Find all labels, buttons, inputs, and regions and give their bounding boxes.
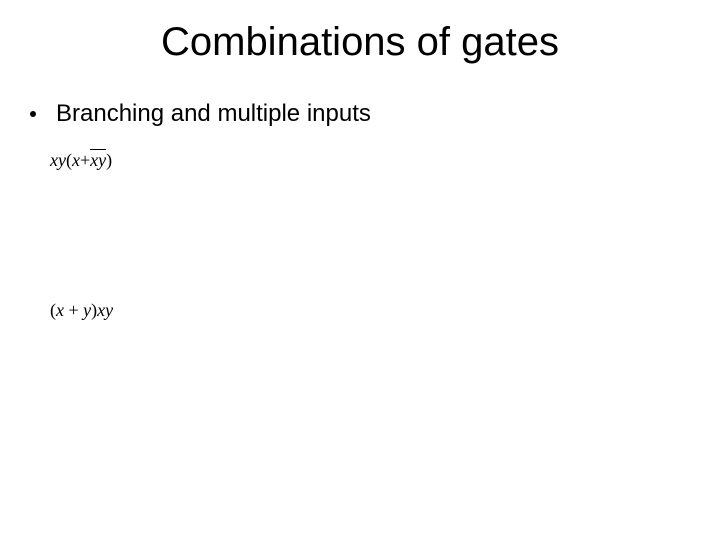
formula-1-paren-close: ) <box>106 150 112 170</box>
bullet-item: Branching and multiple inputs <box>30 100 371 128</box>
formula-2-tail-xy: xy <box>97 300 113 320</box>
slide: Combinations of gates Branching and mult… <box>0 0 720 540</box>
formula-1-plus: + <box>80 150 90 170</box>
formula-2-y: y <box>83 300 91 320</box>
formula-2: (x + y)xy <box>50 300 113 321</box>
slide-title: Combinations of gates <box>0 20 720 65</box>
bullet-dot-icon <box>30 111 36 117</box>
formula-1-xy: xy <box>50 150 66 170</box>
formula-2-plus: + <box>64 300 83 320</box>
formula-2-x: x <box>56 300 64 320</box>
formula-1-overline-xy: xy <box>90 150 106 170</box>
bullet-text: Branching and multiple inputs <box>56 100 371 128</box>
formula-1: xy(x+xy) <box>50 150 112 171</box>
formula-1-x: x <box>72 150 80 170</box>
